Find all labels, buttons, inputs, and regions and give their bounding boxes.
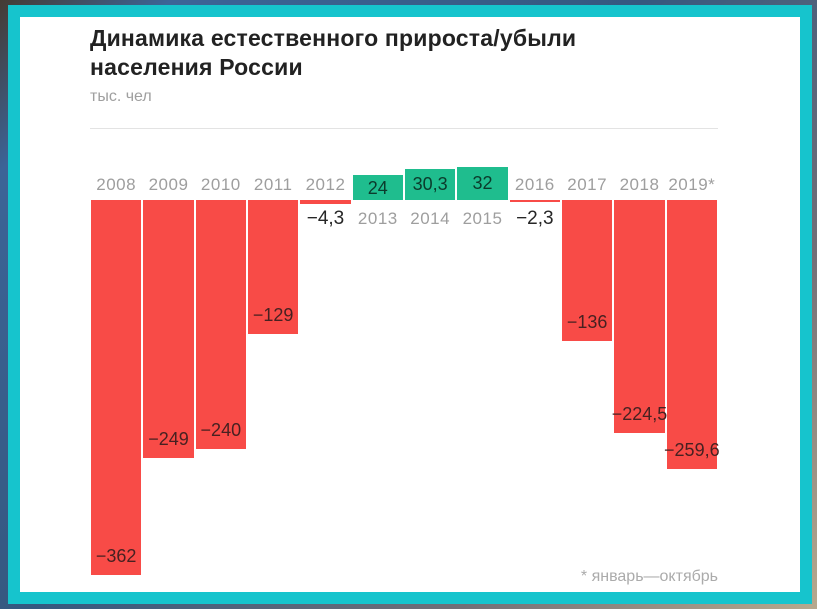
chart-title-line1: Динамика естественного прироста/убыли xyxy=(90,25,577,51)
year-label-2014: 2014 xyxy=(410,209,451,228)
value-label-2009: −249 xyxy=(148,428,189,449)
bar-2013 xyxy=(352,175,403,200)
value-label-2014: 30,3 xyxy=(412,174,448,195)
value-label-2017: −136 xyxy=(566,311,608,332)
bar-2019 xyxy=(666,200,717,469)
bar-2010 xyxy=(195,200,246,449)
header-divider xyxy=(90,128,718,129)
bar-2014 xyxy=(405,168,456,200)
year-label-2018: 2018 xyxy=(619,175,660,194)
bar-2011 xyxy=(248,200,299,334)
axis-units-label: тыс. чел xyxy=(90,88,152,105)
year-label-2015: 2015 xyxy=(462,209,503,228)
value-label-2013: 24 xyxy=(367,177,388,198)
bar-2016 xyxy=(509,200,560,203)
year-label-2011: 2011 xyxy=(253,175,293,194)
chart-content: Динамика естественного прироста/убыли на… xyxy=(90,17,720,592)
value-label-2015: 32 xyxy=(472,173,493,194)
bar-2018 xyxy=(614,200,665,433)
chart-area: 2008 −362 2009 −249 2010 −240 2011 −129 2012 −4,3… xyxy=(90,17,720,592)
bar-2017 xyxy=(562,200,613,341)
value-label-2012: −4,3 xyxy=(306,208,345,229)
year-label-2010: 2010 xyxy=(200,175,241,194)
year-label-2012: 2012 xyxy=(305,175,346,194)
year-label-2019: 2019* xyxy=(668,175,716,194)
value-label-2016: −2,3 xyxy=(516,208,554,229)
bar-2009 xyxy=(143,200,194,458)
year-label-2017: 2017 xyxy=(567,175,608,194)
chart-card: Динамика естественного прироста/убыли на… xyxy=(8,5,812,604)
year-label-2009: 2009 xyxy=(148,175,189,194)
bar-2008 xyxy=(91,200,142,576)
value-label-2008: −362 xyxy=(95,546,137,567)
year-label-2013: 2013 xyxy=(357,209,398,228)
year-label-2016: 2016 xyxy=(514,175,555,194)
chart-footnote: * январь—октябрь xyxy=(580,568,718,585)
bar-2015 xyxy=(457,166,508,200)
value-label-2019: −259,6 xyxy=(664,439,720,460)
chart-title: Динамика естественного прироста/убыли на… xyxy=(90,24,730,82)
bar-2012 xyxy=(300,200,351,205)
chart-title-line2: населения России xyxy=(90,54,303,80)
value-label-2011: −129 xyxy=(252,304,294,325)
year-label-2008: 2008 xyxy=(96,175,137,194)
value-label-2018: −224,5 xyxy=(611,403,668,424)
value-label-2010: −240 xyxy=(200,419,242,440)
